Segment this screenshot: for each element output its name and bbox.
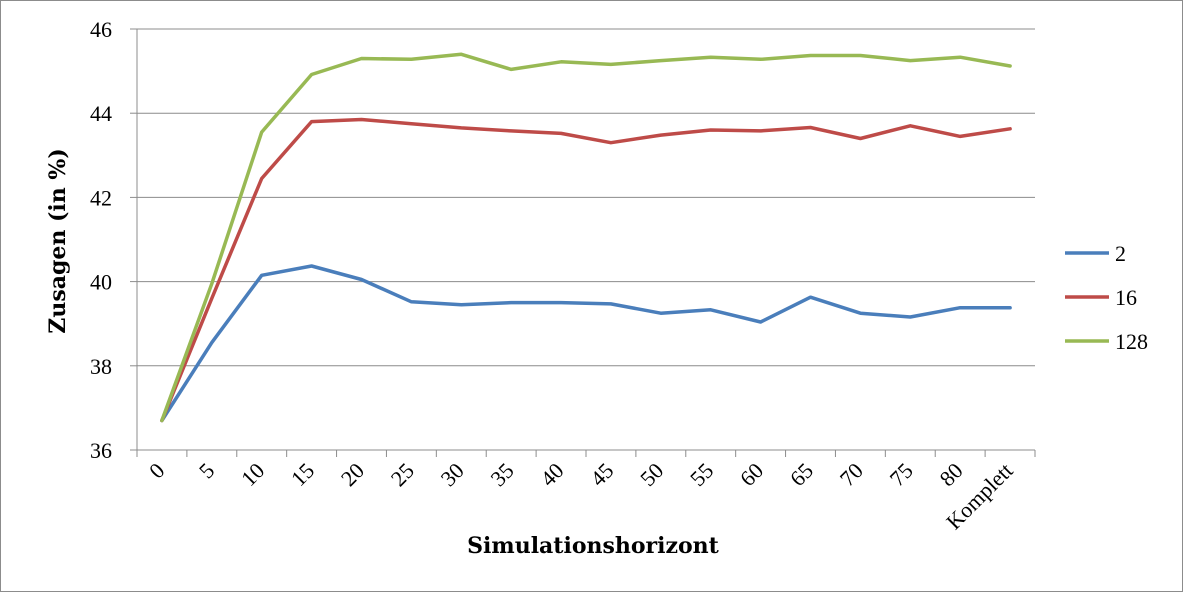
axes: [130, 28, 1036, 457]
y-tick-label: 44: [90, 101, 112, 126]
legend-label-2: 2: [1115, 241, 1126, 266]
x-tick-label: 45: [585, 458, 618, 491]
x-tick-label: 30: [436, 458, 469, 491]
x-tick-label: 50: [635, 458, 668, 491]
y-tick-label: 38: [90, 354, 112, 379]
x-tick-label: 25: [386, 458, 419, 491]
y-tick-label: 42: [90, 185, 112, 210]
gridlines: [137, 28, 1035, 367]
x-tick-label: 0: [144, 458, 169, 483]
x-tick-label: 55: [685, 458, 718, 491]
series-line-128: [160, 52, 1012, 423]
x-tick-label: 80: [934, 458, 967, 491]
x-tick-label: 70: [835, 458, 868, 491]
y-tick-label: 36: [90, 438, 112, 463]
legend-label-16: 16: [1115, 285, 1137, 310]
x-tick-label: 15: [286, 458, 319, 491]
x-tick-label: 75: [885, 458, 918, 491]
x-tick-label: 65: [785, 458, 818, 491]
y-axis-title: Zusagen (in %): [45, 148, 71, 333]
x-tick-label: 10: [236, 458, 269, 491]
y-tick-labels: 36 38 40 42 44 46: [90, 17, 112, 463]
x-tick-label: 20: [336, 458, 369, 491]
x-tick-label: 35: [485, 458, 518, 491]
x-tick-label: 60: [735, 458, 768, 491]
legend-label-128: 128: [1115, 329, 1148, 354]
legend: 2 16 128: [1065, 241, 1148, 354]
x-tick-label: 5: [194, 458, 219, 483]
series-line-2: [160, 264, 1012, 423]
series-lines: [160, 52, 1012, 423]
y-tick-label: 46: [90, 17, 112, 42]
x-tick-label: 40: [535, 458, 568, 491]
y-tick-label: 40: [90, 270, 112, 295]
series-line-16: [160, 117, 1012, 423]
x-axis-title: Simulationshorizont: [467, 533, 719, 559]
